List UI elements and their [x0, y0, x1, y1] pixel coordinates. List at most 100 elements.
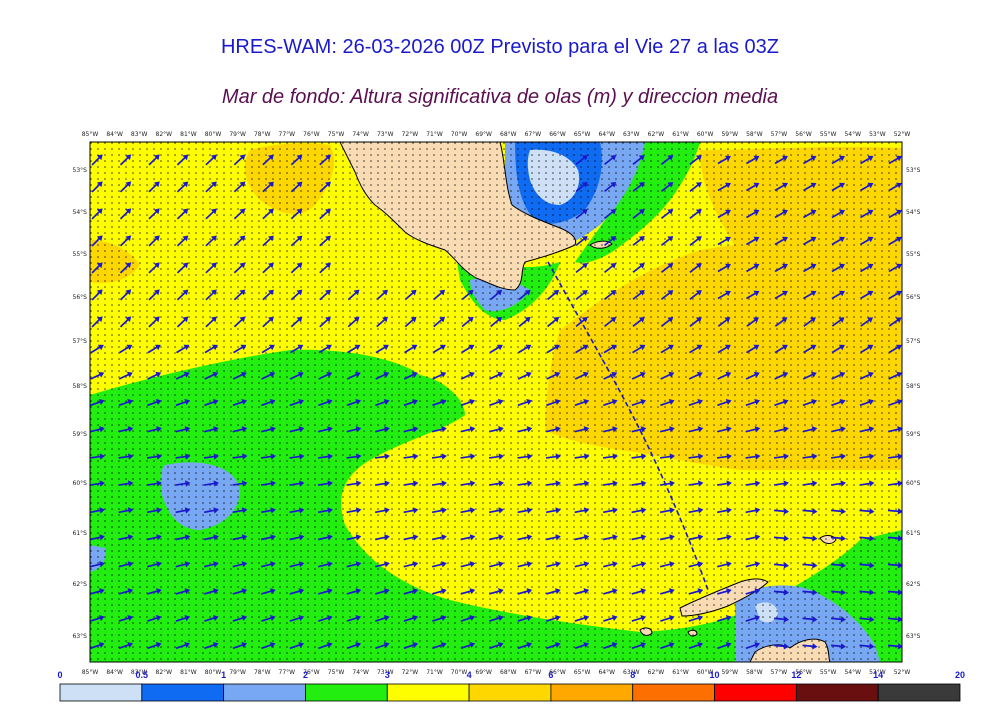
direction-arrow: [660, 615, 675, 622]
direction-arrow: [717, 641, 732, 650]
direction-arrow: [745, 426, 761, 433]
direction-arrow: [689, 236, 702, 246]
direction-arrow: [289, 615, 305, 622]
direction-arrow: [689, 209, 702, 219]
direction-arrow: [403, 453, 419, 460]
lat-label-right: 57°S: [906, 338, 921, 345]
direction-arrow: [575, 316, 588, 328]
direction-arrow: [376, 289, 389, 301]
direction-arrow: [319, 154, 331, 166]
direction-arrow: [318, 371, 333, 380]
direction-arrow: [289, 641, 305, 650]
direction-arrow: [717, 236, 731, 246]
direction-arrow: [803, 290, 817, 300]
direction-arrow: [688, 426, 704, 433]
direction-arrow: [802, 398, 818, 407]
direction-arrow: [660, 182, 674, 192]
direction-arrow: [461, 316, 474, 328]
direction-arrow: [233, 181, 246, 193]
direction-arrow: [717, 561, 732, 568]
direction-arrow: [888, 182, 902, 192]
direction-arrow: [887, 508, 902, 515]
direction-arrow: [745, 398, 761, 407]
direction-arrow: [603, 344, 617, 354]
direction-arrow: [147, 344, 161, 354]
direction-arrow: [688, 588, 704, 595]
colorbar-swatch: [223, 683, 306, 702]
direction-arrow: [688, 641, 704, 650]
direction-arrow: [147, 398, 162, 407]
direction-arrow: [887, 589, 902, 596]
direction-arrow: [860, 263, 874, 273]
longitude-labels-top: 85°W 84°W 83°W 82°W 81°W 80°W 79°W 78°W 77°W 76°W…: [82, 131, 911, 138]
lon-label-top: 73°W: [377, 131, 394, 138]
lon-label-bottom: 72°W: [402, 669, 419, 676]
direction-arrow: [660, 561, 675, 568]
direction-arrow: [717, 371, 732, 380]
direction-arrow: [660, 290, 674, 300]
direction-arrow: [632, 182, 645, 193]
direction-arrow: [233, 262, 246, 274]
direction-arrow: [773, 508, 789, 515]
direction-arrow: [232, 507, 248, 514]
direction-arrow: [745, 507, 761, 514]
direction-arrow: [232, 615, 248, 622]
direction-arrow: [859, 398, 875, 407]
direction-arrow: [574, 480, 590, 487]
direction-arrow: [403, 426, 419, 433]
direction-arrow: [488, 453, 504, 460]
direction-arrow: [90, 588, 105, 595]
direction-arrow: [374, 480, 390, 487]
direction-arrow: [262, 235, 274, 247]
direction-arrow: [233, 154, 246, 166]
direction-arrow: [773, 643, 789, 650]
lon-label-top: 57°W: [771, 131, 788, 138]
lon-label-bottom: 76°W: [303, 669, 320, 676]
lat-label-left: 62°S: [73, 581, 88, 588]
direction-arrow: [716, 534, 732, 541]
direction-arrow: [146, 507, 162, 514]
direction-arrow: [746, 263, 760, 273]
direction-arrow: [546, 588, 561, 595]
direction-arrow: [602, 453, 618, 460]
direction-arrow: [517, 588, 533, 595]
lat-label-left: 56°S: [73, 294, 88, 301]
direction-arrow: [261, 371, 276, 380]
colorbar-label: 6: [548, 670, 553, 680]
lon-label-bottom: 57°W: [771, 669, 788, 676]
direction-arrow: [888, 263, 902, 273]
direction-arrow: [90, 426, 105, 433]
direction-arrow: [773, 480, 789, 487]
direction-arrow: [175, 426, 191, 433]
lon-label-top: 67°W: [525, 131, 542, 138]
direction-arrow: [488, 480, 504, 487]
direction-arrow: [632, 317, 645, 328]
direction-arrow: [831, 398, 846, 407]
direction-arrow: [575, 262, 588, 274]
lon-label-bottom: 64°W: [598, 669, 615, 676]
lat-label-right: 56°S: [906, 294, 921, 301]
lon-label-top: 75°W: [328, 131, 345, 138]
direction-arrow: [262, 154, 274, 166]
lon-label-bottom: 71°W: [426, 669, 443, 676]
direction-arrow: [488, 426, 504, 433]
direction-arrow: [517, 534, 533, 541]
lon-label-bottom: 62°W: [648, 669, 665, 676]
colorbar-swatch: [386, 683, 470, 702]
direction-arrow: [574, 588, 590, 595]
direction-arrow: [232, 480, 248, 487]
direction-arrow: [859, 589, 875, 596]
lon-label-top: 80°W: [205, 131, 222, 138]
direction-arrow: [802, 480, 818, 487]
direction-arrow: [318, 561, 333, 568]
lon-label-top: 54°W: [844, 131, 861, 138]
colorbar-label: 10: [710, 670, 720, 680]
direction-arrow: [176, 289, 189, 301]
direction-arrow: [717, 317, 731, 327]
lon-label-bottom: 56°W: [795, 669, 812, 676]
colorbar-labels: 0 0.5 1 2 3 4 6 8 10 12 14 20: [57, 670, 965, 680]
direction-arrow: [716, 453, 732, 460]
direction-arrow: [602, 480, 618, 487]
direction-arrow: [90, 534, 105, 541]
direction-arrow: [404, 289, 417, 301]
